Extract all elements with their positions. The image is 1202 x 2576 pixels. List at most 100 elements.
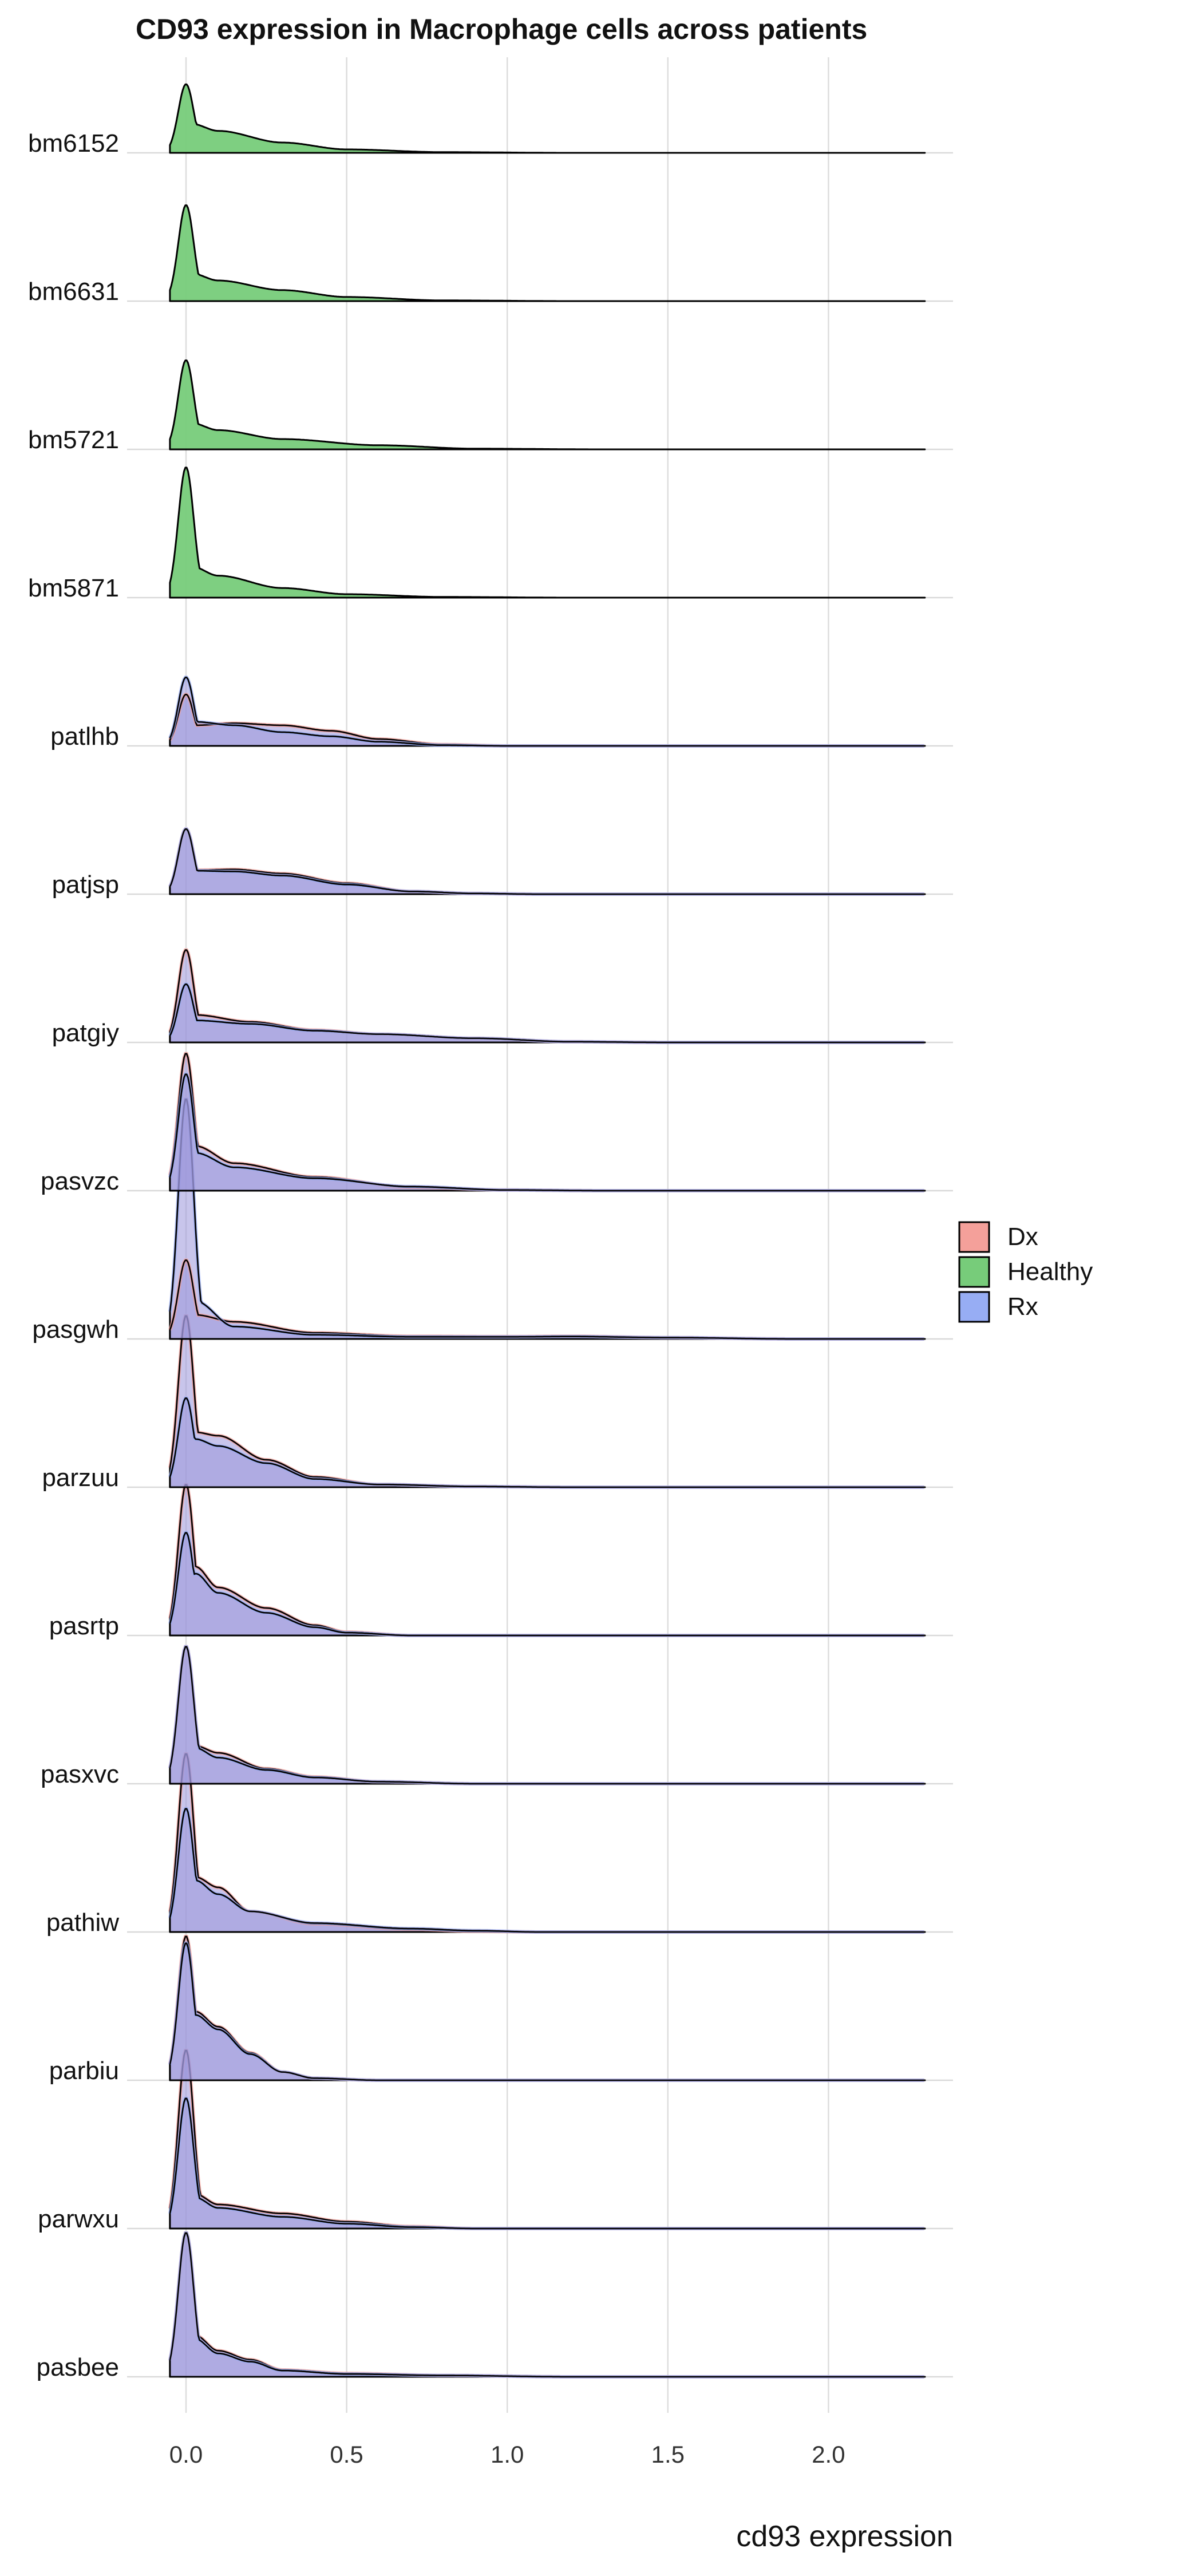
x-tick-label-0: 0.0 [169, 2441, 203, 2468]
density-pathiw-rx [169, 1808, 926, 1933]
density-outline-parzuu-dx [169, 1315, 924, 1488]
density-outline-pasgwh-dx [169, 1259, 924, 1340]
row-label-bm6152: bm6152 [28, 129, 119, 157]
row-label-patgiy: patgiy [52, 1019, 119, 1047]
legend-swatch-dx [958, 1221, 990, 1253]
row-label-patlhb: patlhb [50, 722, 119, 750]
row-label-pasbee: pasbee [37, 2353, 119, 2381]
legend-label-rx: Rx [1007, 1293, 1038, 1321]
ridge-densities [168, 83, 926, 2379]
ridge-pasgwh [168, 1097, 926, 1341]
density-pasxvc-dx [169, 1646, 926, 1785]
x-axis-ticks: 0.0 0.5 1.0 1.5 2.0 [169, 2441, 845, 2468]
density-edge-pasvzc-rx [168, 1072, 924, 1192]
ridge-patlhb [168, 675, 926, 748]
density-pasrtp-rx [169, 1532, 926, 1637]
density-parbiu-rx [169, 1942, 926, 2081]
ridge-parwxu [168, 2049, 926, 2230]
row-label-parbiu: parbiu [49, 2057, 119, 2085]
density-edge-pasgwh-rx [168, 1097, 924, 1341]
legend-swatch-rx [958, 1291, 990, 1323]
density-outline-patgiy-rx [169, 983, 924, 1044]
density-pasgwh-dx [169, 1259, 926, 1340]
ridge-pathiw [168, 1752, 926, 1934]
density-outline-pathiw-rx [169, 1808, 924, 1933]
ridge-parzuu [168, 1314, 926, 1489]
ridge-bm6631 [169, 204, 926, 302]
chart-title: CD93 expression in Macrophage cells acro… [136, 13, 867, 45]
density-outline-parbiu-dx [169, 1935, 924, 2081]
density-patlhb-rx [169, 676, 926, 747]
density-outline-pasvzc-rx [169, 1073, 924, 1192]
ridge-pasrtp [168, 1483, 926, 1637]
ridge-patjsp [168, 827, 926, 896]
ridge-pasbee [168, 2231, 926, 2379]
density-outline-pasrtp-dx [169, 1484, 924, 1637]
density-pasbee-dx [169, 2232, 926, 2378]
density-edge-pasbee-rx [168, 2231, 924, 2379]
legend: Dx Healthy Rx [958, 1221, 1093, 1323]
density-outline-pasvzc-dx [169, 1053, 924, 1192]
row-label-bm6631: bm6631 [28, 278, 119, 306]
density-pasgwh-rx [169, 1099, 926, 1340]
legend-label-healthy: Healthy [1007, 1258, 1093, 1286]
row-label-patjsp: patjsp [52, 871, 119, 899]
density-edge-parbiu-dx [168, 1934, 924, 2082]
x-tick-label-2: 1.0 [491, 2441, 524, 2468]
density-parzuu-dx [169, 1315, 926, 1488]
density-parbiu-dx [169, 1935, 926, 2081]
density-outline-pasgwh-rx [169, 1099, 924, 1340]
density-outline-parbiu-rx [169, 1942, 924, 2081]
ridge-pasvzc [168, 1052, 926, 1192]
density-pasbee-rx [169, 2232, 926, 2378]
density-outline-pasrtp-rx [169, 1532, 924, 1637]
density-outline-pasxvc-rx [169, 1646, 924, 1785]
density-outline-patlhb-rx [169, 677, 924, 747]
ridge-bm5871 [169, 467, 926, 599]
density-outline-parwxu-rx [169, 2097, 924, 2230]
density-parwxu-rx [169, 2097, 926, 2230]
x-axis-title: cd93 expression [736, 2520, 953, 2553]
row-labels: pasbee parwxu parbiu pathiw pasxvc pasrtp parz… [28, 129, 119, 2381]
density-edge-pasbee-dx [168, 2231, 924, 2379]
row-label-pasrtp: pasrtp [49, 1612, 119, 1640]
density-outline-pasxvc-dx [169, 1646, 924, 1785]
row-label-parzuu: parzuu [42, 1464, 119, 1492]
density-edge-pasgwh-dx [168, 1258, 924, 1341]
row-label-pathiw: pathiw [46, 1909, 119, 1937]
density-edge-parzuu-dx [168, 1314, 924, 1489]
density-pasxvc-rx [169, 1646, 926, 1785]
legend-swatch-healthy [958, 1256, 990, 1288]
density-edge-parbiu-rx [168, 1941, 924, 2082]
density-pasvzc-dx [169, 1053, 926, 1192]
row-label-pasgwh: pasgwh [32, 1315, 119, 1344]
row-label-pasxvc: pasxvc [41, 1760, 119, 1788]
row-label-bm5721: bm5721 [28, 426, 119, 454]
density-outline-pasbee-rx [169, 2232, 924, 2378]
density-bm5871-healthy [169, 467, 926, 599]
row-label-bm5871: bm5871 [28, 574, 119, 602]
density-bm6631-healthy [169, 204, 926, 302]
density-outline-pasbee-dx [169, 2232, 924, 2378]
density-edge-pasxvc-dx [168, 1645, 924, 1785]
density-edge-pathiw-rx [168, 1807, 924, 1934]
density-patjsp-rx [169, 828, 926, 895]
density-patgiy-rx [169, 983, 926, 1044]
grid-lines [185, 57, 829, 2413]
density-edge-parwxu-rx [168, 2096, 924, 2230]
density-outline-patjsp-rx [169, 828, 924, 895]
density-bm5721-healthy [169, 359, 926, 451]
density-parzuu-rx [169, 1397, 926, 1488]
ridge-parbiu [168, 1934, 926, 2082]
x-tick-label-4: 2.0 [812, 2441, 845, 2468]
x-tick-label-3: 1.5 [651, 2441, 685, 2468]
legend-label-dx: Dx [1007, 1223, 1038, 1251]
density-edge-pasvzc-dx [168, 1052, 924, 1192]
ridge-pasxvc [168, 1645, 926, 1785]
x-tick-label-1: 0.5 [330, 2441, 363, 2468]
ridge-bm5721 [169, 359, 926, 451]
ridge-bm6152 [169, 83, 926, 154]
density-outline-parzuu-rx [169, 1397, 924, 1488]
row-label-pasvzc: pasvzc [41, 1167, 119, 1195]
